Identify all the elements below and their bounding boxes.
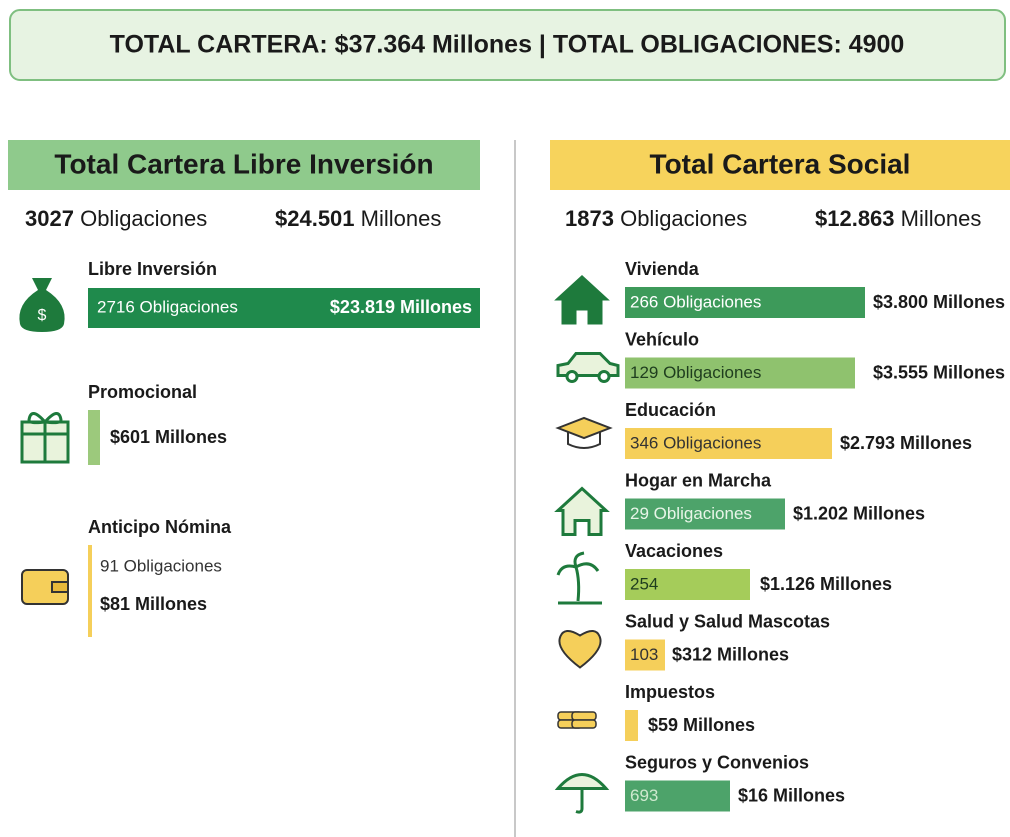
icon-house [554, 486, 610, 536]
item-amount: $601 Millones [110, 427, 227, 447]
item-amount: $1.202 Millones [793, 503, 925, 523]
item-label: Hogar en Marcha [625, 470, 772, 490]
item-count: 29 Obligaciones [630, 504, 752, 523]
item-count: 266 Obligaciones [630, 292, 761, 311]
icon-palm [556, 551, 602, 605]
icon-coin [571, 711, 597, 721]
item-label: Promocional [88, 382, 197, 402]
icon-umbrella [554, 773, 610, 790]
item-amount: $23.819 Millones [330, 297, 472, 317]
icon-glyph: $ [38, 307, 47, 324]
amount-unit: Millones [901, 206, 982, 231]
icon-car [597, 370, 611, 383]
item-amount: $3.555 Millones [873, 362, 1005, 382]
icon-heart [558, 630, 602, 669]
summary-count: 1873 Obligaciones [565, 206, 747, 231]
left-header [8, 140, 480, 190]
item-count: 129 Obligaciones [630, 363, 761, 382]
header-box [9, 9, 1006, 81]
count-number: 3027 [25, 206, 74, 231]
item-bar [88, 288, 480, 328]
item-count: 103 [630, 645, 658, 664]
item-bar [625, 710, 638, 741]
item-label: Libre Inversión [88, 259, 217, 279]
item-count: 2716 Obligaciones [97, 297, 238, 316]
item-amount: $1.126 Millones [760, 574, 892, 594]
icon-cap [555, 416, 613, 440]
item-count: 91 Obligaciones [100, 556, 222, 575]
item-bar [625, 780, 730, 812]
count-unit: Obligaciones [620, 206, 747, 231]
item-bar [88, 410, 100, 465]
amount-number: $24.501 [275, 206, 355, 231]
item-label: Seguros y Convenios [625, 752, 809, 772]
item-bar [625, 287, 865, 318]
icon-house [554, 274, 610, 325]
amount-number: $12.863 [815, 206, 895, 231]
item-label: Salud y Salud Mascotas [625, 611, 830, 631]
item-amount: $81 Millones [100, 594, 207, 614]
item-amount: $59 Millones [648, 715, 755, 735]
count-unit: Obligaciones [80, 206, 207, 231]
header-title: TOTAL CARTERA: $37.364 Millones | TOTAL … [110, 31, 905, 59]
item-label: Vivienda [625, 259, 700, 279]
right-header [550, 140, 1010, 190]
item-count: 693 [630, 786, 658, 805]
item-label: Educación [625, 400, 716, 420]
count-number: 1873 [565, 206, 614, 231]
item-bar [88, 545, 92, 637]
icon-wallet [51, 581, 69, 593]
icon-car [556, 352, 620, 377]
right-title: Total Cartera Social [650, 148, 911, 179]
icon-coin [571, 719, 597, 729]
icon-gift [27, 412, 63, 425]
item-label: Vacaciones [625, 541, 723, 561]
summary-amount: $24.501 Millones [275, 206, 441, 231]
item-bar [625, 357, 855, 389]
item-bar [625, 569, 750, 600]
item-count: 346 Obligaciones [630, 433, 761, 452]
icon-car [565, 370, 579, 383]
item-amount: $3.800 Millones [873, 292, 1005, 312]
item-bar [625, 639, 665, 671]
item-amount: $2.793 Millones [840, 433, 972, 453]
item-label: Anticipo Nómina [88, 517, 232, 537]
item-count: 254 [630, 574, 658, 593]
item-bar [625, 428, 832, 459]
item-amount: $16 Millones [738, 785, 845, 805]
icon-cap [567, 432, 601, 449]
summary-count: 3027 Obligaciones [25, 206, 207, 231]
item-bar [625, 498, 785, 530]
item-label: Vehículo [625, 329, 699, 349]
item-amount: $312 Millones [672, 644, 789, 664]
icon-umbrella [575, 788, 584, 814]
icon-bag [19, 278, 65, 332]
summary-amount: $12.863 Millones [815, 206, 981, 231]
item-label: Impuestos [625, 682, 715, 702]
amount-unit: Millones [361, 206, 442, 231]
left-title: Total Cartera Libre Inversión [54, 148, 433, 179]
